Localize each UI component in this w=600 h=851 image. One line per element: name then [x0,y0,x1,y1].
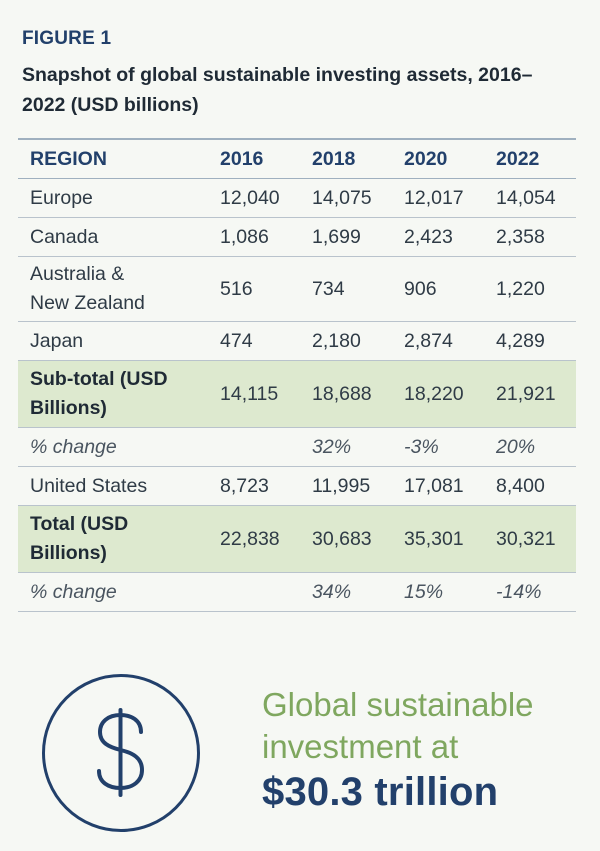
cell-2018: 32% [300,427,392,467]
cell-2022: 1,220 [484,256,576,322]
assets-table: REGION 2016 2018 2020 2022 Europe 12,040… [18,138,576,612]
callout-text: Global sustainable investment at [262,684,562,768]
cell-2020: 12,017 [392,178,484,218]
cell-2016: 12,040 [208,178,300,218]
cell-label: Europe [18,178,208,218]
cell-2016: 1,086 [208,217,300,257]
cell-2022: 2,358 [484,217,576,257]
cell-2022: 8,400 [484,466,576,506]
table-row-total: Total (USD Billions) 22,838 30,683 35,30… [18,505,576,573]
cell-2018: 1,699 [300,217,392,257]
cell-label: Japan [18,321,208,361]
dollar-circle [42,674,200,832]
cell-2016: 474 [208,321,300,361]
cell-2022: 20% [484,427,576,467]
cell-label: Australia & New Zealand [18,256,208,322]
figure-title: Snapshot of global sustainable investing… [22,64,533,116]
cell-2020: 15% [392,572,484,612]
cell-2018: 734 [300,256,392,322]
cell-2020: 35,301 [392,505,484,573]
cell-2016: 14,115 [208,360,300,428]
cell-2020: 2,874 [392,321,484,361]
cell-2020: 906 [392,256,484,322]
callout-amount: $30.3 trillion [262,770,499,814]
cell-2018: 30,683 [300,505,392,573]
cell-2018: 2,180 [300,321,392,361]
cell-2020: 18,220 [392,360,484,428]
cell-2018: 18,688 [300,360,392,428]
table-row-subtotal: Sub-total (USD Billions) 14,115 18,688 1… [18,360,576,428]
table-header-row: REGION 2016 2018 2020 2022 [18,139,576,179]
cell-2018: 34% [300,572,392,612]
cell-2022: 4,289 [484,321,576,361]
header-2016: 2016 [208,139,300,179]
cell-2016: 8,723 [208,466,300,506]
table-row-canada: Canada 1,086 1,699 2,423 2,358 [18,217,576,257]
cell-2022: -14% [484,572,576,612]
header-2020: 2020 [392,139,484,179]
cell-2020: 17,081 [392,466,484,506]
cell-label: % change [18,572,208,612]
cell-label: Sub-total (USD Billions) [18,360,208,428]
table-row-japan: Japan 474 2,180 2,874 4,289 [18,321,576,361]
table-row-united-states: United States 8,723 11,995 17,081 8,400 [18,466,576,506]
table-row-total-change: % change 34% 15% -14% [18,572,576,612]
cell-label: Total (USD Billions) [18,505,208,573]
header-region: REGION [18,139,208,179]
cell-2016 [208,572,300,612]
cell-label: Canada [18,217,208,257]
cell-2020: 2,423 [392,217,484,257]
cell-2016: 22,838 [208,505,300,573]
callout-text-line: Global sustainable investment at [262,686,534,765]
cell-2018: 11,995 [300,466,392,506]
cell-label: % change [18,427,208,467]
table-row-subtotal-change: % change 32% -3% 20% [18,427,576,467]
cell-2018: 14,075 [300,178,392,218]
header-2022: 2022 [484,139,576,179]
table-row-australia-new-zealand: Australia & New Zealand 516 734 906 1,22… [18,256,576,322]
figure-label: FIGURE 1 [22,28,112,49]
cell-label: United States [18,466,208,506]
cell-2022: 14,054 [484,178,576,218]
table-row-europe: Europe 12,040 14,075 12,017 14,054 [18,178,576,218]
cell-2022: 30,321 [484,505,576,573]
header-2018: 2018 [300,139,392,179]
cell-2020: -3% [392,427,484,467]
cell-2016: 516 [208,256,300,322]
cell-2022: 21,921 [484,360,576,428]
cell-2016 [208,427,300,467]
dollar-sign-icon [97,708,145,797]
